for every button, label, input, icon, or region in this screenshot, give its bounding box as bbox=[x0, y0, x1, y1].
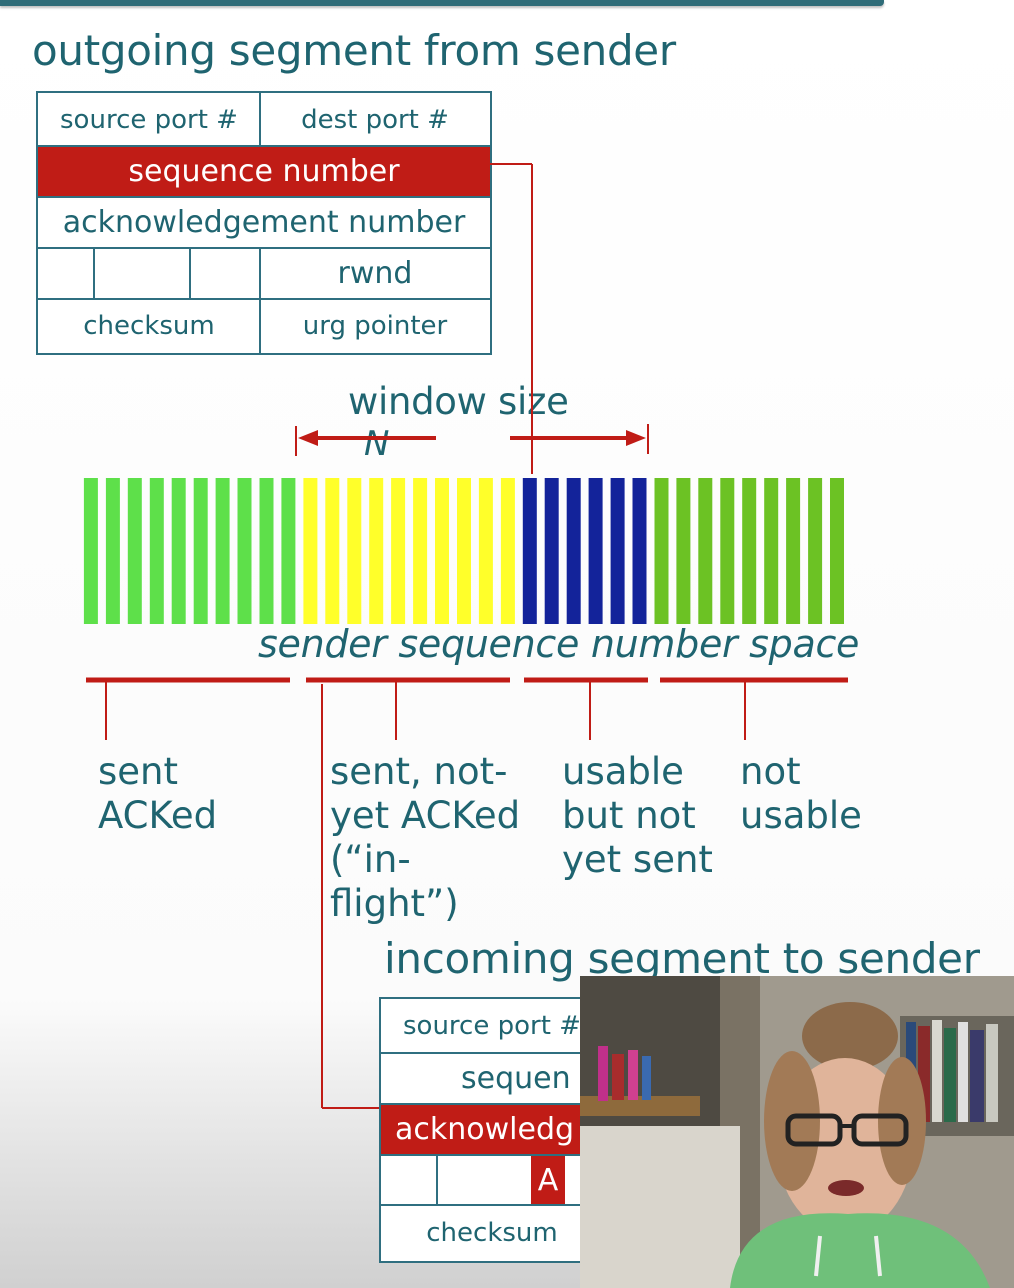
column-divider bbox=[189, 248, 191, 299]
sequence-bar-not-usable bbox=[830, 478, 844, 624]
dest-port-field: dest port # bbox=[301, 104, 449, 135]
incoming-title: incoming segment to sender bbox=[384, 934, 980, 983]
label-in-flight: sent, not- yet ACKed (“in- flight”) bbox=[330, 750, 521, 925]
sequence-bar-sent-acked bbox=[127, 478, 142, 624]
ack-flag-field: A bbox=[531, 1155, 565, 1205]
window-n-label: N bbox=[364, 424, 390, 464]
checksum-field: checksum bbox=[83, 311, 215, 341]
column-divider bbox=[93, 248, 95, 299]
column-divider bbox=[259, 93, 261, 146]
incoming-unused-field bbox=[437, 1155, 533, 1205]
sequence-bar-sent-acked bbox=[105, 478, 120, 624]
outgoing-title: outgoing segment from sender bbox=[32, 26, 676, 75]
sequence-bar-not-usable bbox=[808, 478, 823, 624]
sequence-bar-sent-not-acked bbox=[347, 478, 362, 624]
row-divider bbox=[381, 1204, 637, 1206]
urg-pointer-field: urg pointer bbox=[302, 311, 448, 341]
incoming-source-port-field: source port # bbox=[403, 1011, 581, 1041]
row-divider bbox=[381, 1154, 637, 1156]
sequence-bar-usable-not-sent bbox=[588, 478, 603, 624]
sequence-bar-sent-not-acked bbox=[500, 478, 515, 624]
label-not-usable: not usable bbox=[740, 750, 862, 837]
sequence-bar-usable-not-sent bbox=[610, 478, 625, 624]
sequence-bar-sent-not-acked bbox=[303, 478, 318, 624]
incoming-sequence-number-field: sequen bbox=[461, 1060, 571, 1096]
presenter-webcam-overlay bbox=[580, 976, 1014, 1288]
sequence-number-field: sequence number bbox=[38, 146, 490, 196]
sequence-bar-sent-acked bbox=[281, 478, 296, 624]
sequence-bar-usable-not-sent bbox=[522, 478, 537, 624]
sequence-bar-sent-not-acked bbox=[391, 478, 406, 624]
outgoing-segment-header: source port # dest port # sequence numbe… bbox=[36, 91, 492, 355]
column-divider bbox=[436, 1155, 438, 1205]
sequence-bar-not-usable bbox=[764, 478, 779, 624]
sequence-bar-not-usable bbox=[676, 478, 691, 624]
row-divider bbox=[381, 1052, 637, 1054]
sequence-space-label: sender sequence number space bbox=[258, 622, 860, 666]
row-divider bbox=[38, 145, 490, 147]
sequence-bar-not-usable bbox=[720, 478, 735, 624]
sequence-bar-not-usable bbox=[742, 478, 757, 624]
sequence-bar-usable-not-sent bbox=[544, 478, 559, 624]
sequence-bar-sent-not-acked bbox=[325, 478, 340, 624]
row-divider bbox=[38, 247, 490, 249]
sequence-bar-not-usable bbox=[654, 478, 669, 624]
sequence-bar-sent-acked bbox=[193, 478, 208, 624]
sequence-bar-sent-acked bbox=[171, 478, 186, 624]
sequence-bar-usable-not-sent bbox=[632, 478, 647, 624]
sequence-bar-sent-acked bbox=[237, 478, 252, 624]
sequence-bar-sent-acked bbox=[83, 478, 98, 624]
row-divider bbox=[38, 298, 490, 300]
sequence-bar-usable-not-sent bbox=[566, 478, 581, 624]
sequence-bar-sent-not-acked bbox=[369, 478, 384, 624]
column-divider bbox=[259, 248, 261, 353]
sequence-bar-sent-not-acked bbox=[457, 478, 471, 624]
slide-top-bar bbox=[0, 0, 884, 6]
sequence-bar-sent-not-acked bbox=[413, 478, 428, 624]
label-usable-not-sent: usable but not yet sent bbox=[562, 750, 713, 881]
sequence-bar-sent-acked bbox=[149, 478, 164, 624]
acknowledgement-number-field: acknowledgement number bbox=[62, 204, 466, 240]
sequence-bar-sent-not-acked bbox=[478, 478, 493, 624]
sequence-bar-not-usable bbox=[786, 478, 801, 624]
rwnd-field: rwnd bbox=[337, 256, 413, 291]
label-sent-acked: sent ACKed bbox=[98, 750, 218, 837]
window-left-arrow-head bbox=[298, 430, 318, 446]
sequence-bar-sent-acked bbox=[215, 478, 230, 624]
row-divider bbox=[38, 196, 490, 198]
presenter-video-frame bbox=[580, 976, 1014, 1288]
incoming-header-length-field bbox=[381, 1155, 437, 1205]
row-divider bbox=[381, 1103, 637, 1105]
source-port-field: source port # bbox=[60, 104, 238, 135]
incoming-checksum-field: checksum bbox=[426, 1218, 558, 1248]
window-right-arrow-head bbox=[626, 430, 646, 446]
sequence-bar-not-usable bbox=[698, 478, 713, 624]
sequence-bar-sent-not-acked bbox=[435, 478, 449, 624]
sequence-bar-sent-acked bbox=[259, 478, 274, 624]
